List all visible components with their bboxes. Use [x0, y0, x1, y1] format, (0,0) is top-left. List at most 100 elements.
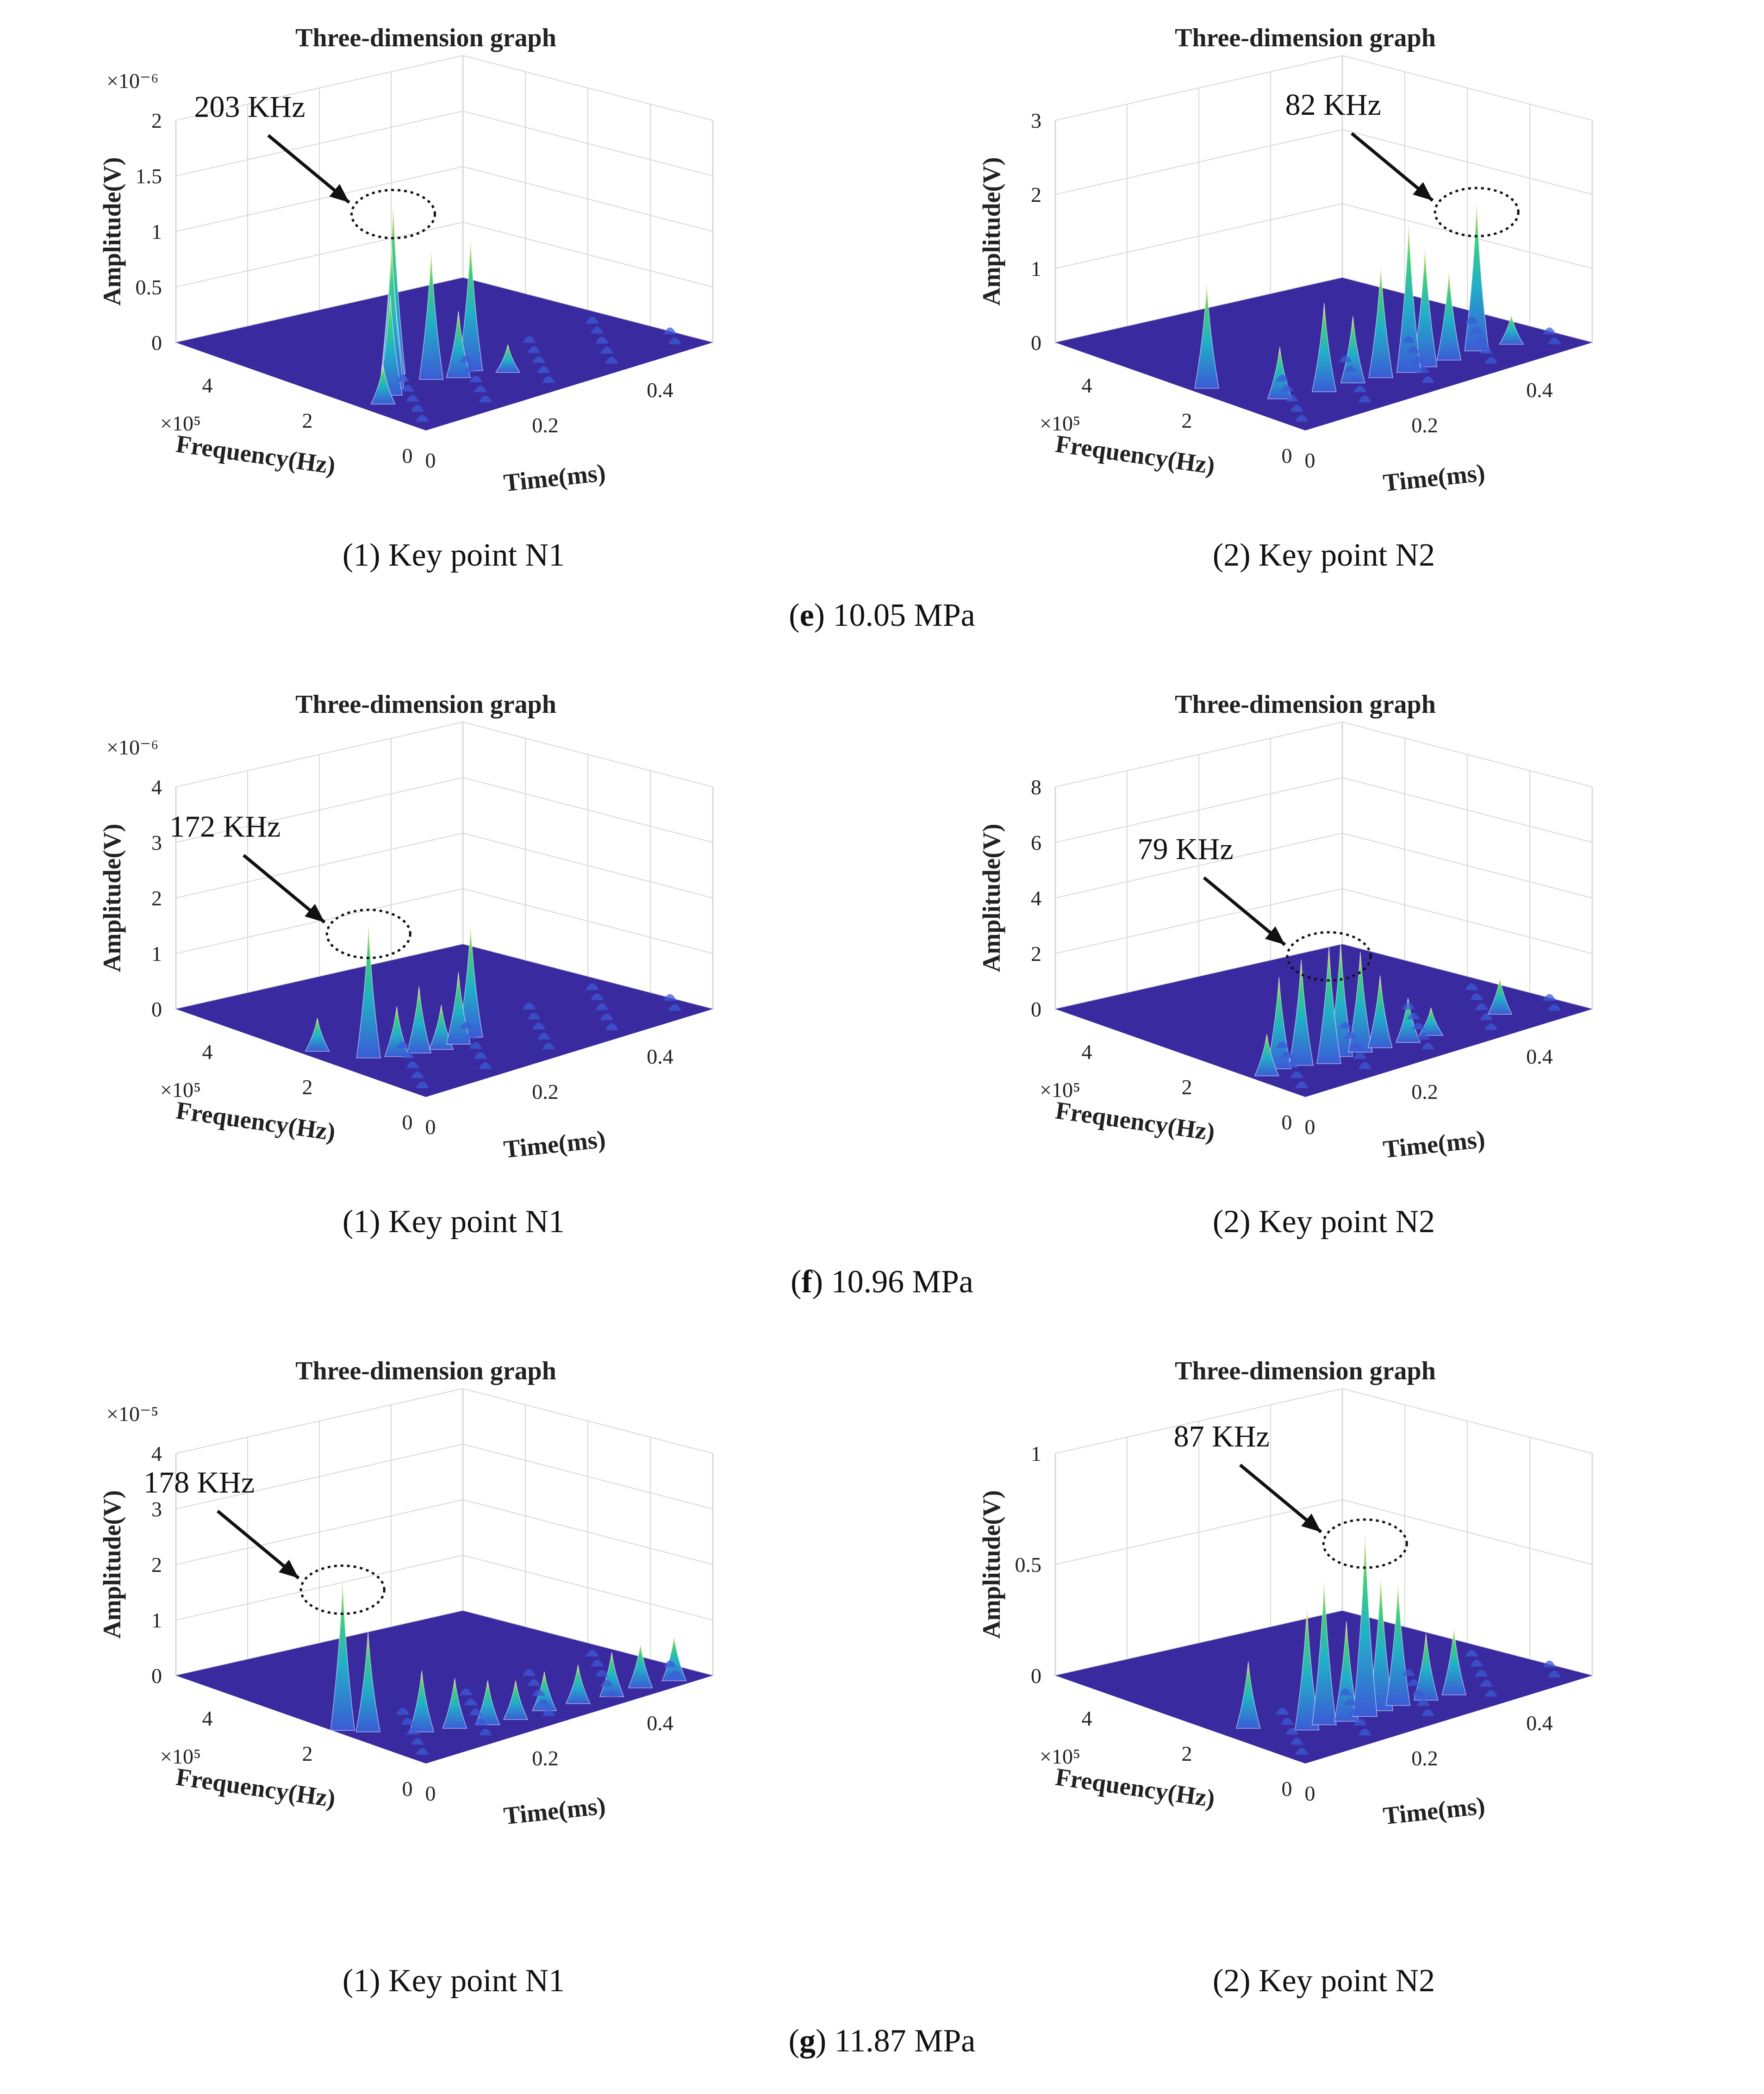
group-caption-f: (f) 10.96 MPa	[791, 1264, 973, 1300]
subcaption-f-n1: (1) Key point N1	[342, 1204, 565, 1240]
y-tick-label: 0	[1282, 1110, 1292, 1134]
z-grid-line	[175, 777, 713, 843]
ripple-mark	[416, 415, 429, 422]
z-axis-label: Amplitude(V)	[978, 1490, 1005, 1639]
ripple-mark	[1421, 376, 1435, 383]
x-tick-label: 0.2	[532, 413, 559, 437]
z-grid-line	[175, 221, 713, 287]
chart-panel-g-n1: 0 1 2 3 4 ×10⁻⁵ Amplitude(V) 0 2 4 ×10⁵ Frequency(H…	[65, 1352, 759, 1851]
z-tick-label: 3	[151, 1497, 162, 1521]
y-tick-label: 0	[402, 1777, 413, 1801]
z-tick-label: 4	[151, 775, 162, 799]
z-tick-label: 1	[151, 1608, 162, 1632]
group-value: 10.96 MPa	[831, 1264, 973, 1300]
ripple-mark	[1416, 366, 1430, 373]
ripple-mark	[532, 1022, 546, 1030]
group-letter: e	[799, 598, 814, 633]
y-multiplier: ×10⁵	[160, 1745, 201, 1768]
ripple-mark	[668, 1670, 681, 1677]
ripple-mark	[1484, 1690, 1498, 1697]
ripple-mark	[1280, 1718, 1294, 1725]
peak-mark	[409, 1670, 435, 1733]
x-tick-label: 0	[425, 1115, 436, 1139]
y-tick-label: 2	[302, 409, 313, 432]
ripple-mark	[605, 357, 618, 364]
z-grid-line	[1055, 129, 1593, 195]
z-grid-line	[175, 1554, 713, 1620]
peaks-group	[330, 1580, 687, 1755]
ripple-mark	[595, 337, 609, 344]
ripple-mark	[527, 1012, 541, 1020]
x-tick-label: 0.2	[1411, 1080, 1438, 1103]
ripple-mark	[1280, 385, 1294, 392]
peak-mark	[458, 239, 483, 371]
peak-mark	[370, 365, 396, 405]
ripple-mark	[595, 1670, 609, 1677]
y-tick-label: 0	[402, 444, 413, 467]
z-tick-label: 1	[1031, 1442, 1041, 1465]
ripple-mark	[1353, 1718, 1367, 1726]
peak-frequency-label: 203 KHz	[194, 90, 305, 124]
ripple-mark	[600, 1680, 614, 1687]
peak-mark	[1353, 1534, 1378, 1717]
chart-panel-e-n1: 0 0.5 1 1.5 2 ×10⁻⁶ Amplitude(V) 0 2 4 ×10⁵ Frequen…	[65, 19, 759, 518]
chart-panel-g-n2: 0 0.5 1 Amplitude(V) 0 2 4 ×10⁵ Frequency(Hz) 0 0.…	[944, 1352, 1639, 1851]
three-d-chart: 01234×10⁻⁵Amplitude(V)024×10⁵Frequency(H…	[98, 1357, 714, 1830]
ripple-mark	[586, 317, 599, 324]
ripple-mark	[542, 376, 555, 383]
ripple-mark	[474, 1052, 487, 1059]
ripple-mark	[469, 1042, 482, 1049]
chart-title: Three-dimension graph	[1175, 24, 1436, 52]
z-multiplier: ×10⁻⁵	[106, 1402, 158, 1426]
arrow-head	[1413, 182, 1433, 201]
ripple-mark	[1465, 317, 1478, 324]
ripple-mark	[668, 1004, 681, 1011]
ripple-mark	[1339, 1688, 1352, 1695]
peak-frequency-label: 82 KHz	[1285, 88, 1381, 122]
peaks-group	[1194, 203, 1561, 422]
peak-mark	[1436, 271, 1462, 361]
z-tick-label: 2	[1031, 183, 1041, 206]
ripple-mark	[1548, 1670, 1561, 1677]
peak-mark	[1254, 1034, 1279, 1077]
ripple-mark	[1416, 1699, 1430, 1706]
ripple-mark	[411, 1071, 424, 1078]
peak-highlight-ellipse	[1286, 931, 1372, 982]
group-value: 11.87 MPa	[834, 2023, 976, 2059]
chart-title: Three-dimension graph	[1175, 690, 1436, 719]
ripple-mark	[1465, 983, 1478, 990]
x-tick-label: 0.2	[1411, 413, 1438, 437]
z-axis-label: Amplitude(V)	[98, 157, 126, 306]
y-axis-label: Frequency(Hz)	[175, 430, 337, 480]
y-multiplier: ×10⁵	[160, 1078, 201, 1102]
peak-mark	[1316, 947, 1341, 1064]
y-tick-label: 2	[302, 1075, 313, 1099]
z-grid-line	[1055, 1499, 1593, 1565]
z-grid-line	[1055, 55, 1593, 121]
peak-highlight-ellipse	[299, 1564, 386, 1615]
peaks-group	[370, 205, 681, 422]
x-tick-label: 0	[1305, 449, 1315, 472]
ripple-mark	[1484, 1023, 1498, 1030]
subcaption-g-n2: (2) Key point N2	[1212, 1963, 1435, 1999]
peak-mark	[1294, 1608, 1320, 1731]
peak-mark	[1235, 1661, 1261, 1729]
ripple-mark	[1480, 347, 1493, 354]
group-caption-g: (g) 11.87 MPa	[788, 2023, 976, 2059]
ripple-mark	[532, 1689, 546, 1696]
ripple-mark	[479, 1062, 492, 1069]
z-multiplier: ×10⁻⁶	[106, 735, 158, 759]
z-tick-label: 1	[151, 220, 162, 243]
y-tick-label: 4	[1082, 1707, 1092, 1730]
y-axis-label: Frequency(Hz)	[175, 1096, 337, 1146]
ripple-mark	[605, 1690, 618, 1697]
peak-mark	[565, 1664, 591, 1704]
y-multiplier: ×10⁵	[1040, 411, 1080, 435]
subcaption-e-n2: (2) Key point N2	[1212, 537, 1435, 573]
x-axis-label: Time(ms)	[502, 459, 607, 497]
peak-highlight-ellipse	[350, 188, 436, 239]
z-grid-line	[1055, 832, 1593, 898]
ripple-mark	[474, 1718, 487, 1726]
z-tick-label: 1	[151, 942, 162, 966]
